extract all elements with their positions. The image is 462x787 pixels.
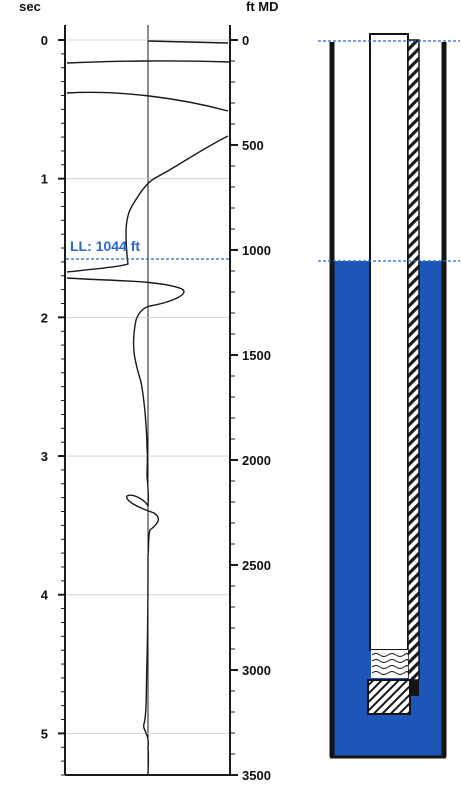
time-tick-label: 5 — [41, 726, 48, 741]
depth-tick-label: 2500 — [242, 558, 271, 573]
collar-echo-trace-2 — [66, 91, 229, 112]
depth-axis-ticks: 0 500 1000 1500 2000 2500 3000 3500 — [230, 33, 271, 783]
fluid-level-echo-trace — [66, 277, 185, 776]
depth-tick-label: 1000 — [242, 243, 271, 258]
time-unit-label: sec — [19, 0, 41, 14]
fluid-level-label: LL: 1044 ft — [70, 238, 140, 254]
wellbore-schematic — [318, 33, 460, 759]
time-tick-label: 1 — [41, 172, 48, 187]
tubing-string — [369, 33, 409, 651]
time-tick-label: 4 — [41, 588, 49, 603]
depth-tick-label: 0 — [242, 33, 249, 48]
collar-echo-trace-1 — [66, 60, 231, 64]
acoustic-trace-panel: sec ft MD 0 1 2 3 4 5 0 500 1000 1500 2000 2500 300… — [19, 0, 278, 783]
time-tick-label: 3 — [41, 449, 48, 464]
time-tick-label: 2 — [41, 310, 48, 325]
depth-tick-label: 3500 — [242, 768, 271, 783]
depth-unit-label: ft MD — [246, 0, 279, 14]
surface-shot-trace — [147, 40, 229, 44]
collar-echo-trace-3 — [66, 135, 229, 273]
depth-tick-label: 1500 — [242, 348, 271, 363]
time-axis-ticks: 0 1 2 3 4 5 — [41, 33, 66, 776]
wavy-hatch-icon — [371, 650, 409, 678]
pump-hatch-icon — [367, 679, 411, 715]
depth-tick-label: 2000 — [242, 453, 271, 468]
pump-anchor — [410, 680, 419, 696]
depth-tick-label: 500 — [242, 138, 264, 153]
time-tick-label: 0 — [41, 33, 48, 48]
depth-tick-label: 3000 — [242, 663, 271, 678]
tubing-hatch-icon — [407, 39, 420, 681]
echo-traces — [66, 40, 231, 776]
